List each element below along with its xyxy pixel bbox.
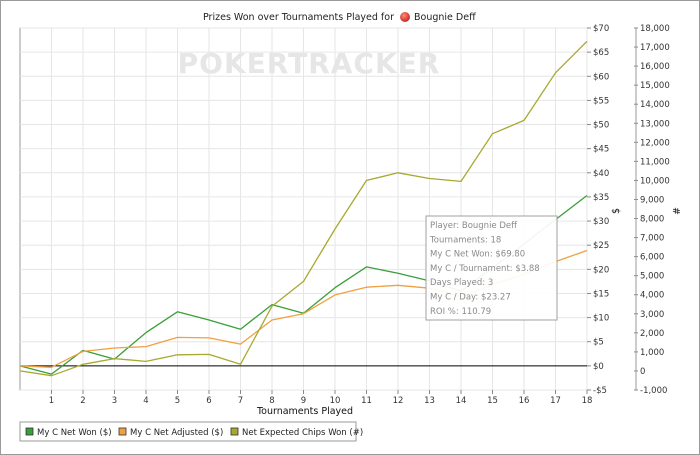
tooltip-box [425,215,558,321]
y-dollar-tick-label: $30 [593,217,609,227]
x-tick-label: 16 [519,396,530,406]
legend: My C Net Won ($) My C Net Adjusted ($) Net… [19,421,363,442]
x-tick-label: 10 [330,396,341,406]
grid-lines [20,27,588,391]
y-dollar-tick-label: $10 [593,314,609,324]
chart-title: Prizes Won over Tournaments Played for B… [203,12,476,23]
y-chips-tick-label: 13,000 [640,119,670,129]
y-chips-tick-label: 14,000 [640,100,670,110]
x-axis-title: Tournaments Played [256,406,353,417]
x-tick-label: 11 [361,396,372,406]
legend-swatch [25,427,34,436]
x-tick-label: 6 [206,396,211,406]
y-axis-dollar-title: $ [611,208,622,214]
y-dollar-tick-label: $70 [593,24,609,34]
y-chips-tick-label: -1,000 [640,386,667,396]
legend-label: My C Net Won ($) [37,428,112,438]
tooltip-line: Days Played: 3 [430,278,493,288]
y-chips-tick-label: 18,000 [640,24,670,34]
tooltip-line: Player: Bougnie Deff [430,221,518,231]
tooltip-line: My C / Tournament: $3.88 [430,264,540,274]
legend-box [19,421,357,442]
y-chips-tick-label: 0 [640,367,645,377]
data-tooltip: Player: Bougnie Deff Tournaments: 18 My C … [425,215,558,321]
y-chips-tick-label: 4,000 [640,291,664,301]
y-chips-tick-label: 9,000 [640,195,664,205]
y-dollar-tick-label: $25 [593,241,609,251]
y-chips-tick-label: 15,000 [640,81,670,91]
y-dollar-tick-label: $0 [593,362,604,372]
y-chips-tick-label: 2,000 [640,329,664,339]
y-dollar-tick-label: $65 [593,48,609,58]
x-tick-label: 9 [301,396,306,406]
y-chips-tick-label: 8,000 [640,215,664,225]
legend-swatch [230,427,239,436]
x-tick-label: 7 [238,396,243,406]
x-tick-label: 5 [175,396,180,406]
tooltip-line: My C / Day: $23.27 [430,293,511,303]
y-chips-tick-label: 16,000 [640,62,670,72]
x-tick-label: 3 [112,396,117,406]
y-chips-tick-label: 5,000 [640,272,664,282]
x-tick-label: 12 [393,396,404,406]
x-tick-label: 14 [456,396,467,406]
chart-title-text: Prizes Won over Tournaments Played for [203,12,394,23]
y-chips-tick-label: 6,000 [640,253,664,263]
y-axis-dollar-ticks: -$5 $0 $5 $10 $15 $20 $25 $30 $35 $40 $45 $50 $55 $60… [587,24,609,396]
tooltip-line: Tournaments: 18 [429,235,501,245]
y-chips-tick-label: 10,000 [640,176,670,186]
x-tick-label: 8 [269,396,274,406]
series-line-3 [19,40,588,377]
legend-label: My C Net Adjusted ($) [130,428,223,438]
y-dollar-tick-label: $20 [593,265,609,275]
x-axis-ticks: 1 2 3 4 5 6 7 8 9 10 11 12 13 14 15 16 17 18 [49,390,593,406]
x-tick-label: 1 [49,396,54,406]
y-chips-tick-label: 3,000 [640,310,664,320]
y-dollar-tick-label: -$5 [593,386,607,396]
y-axis-chips-ticks: -1,000 0 1,000 2,000 3,000 4,000 5,000 6,000 7,0… [634,24,670,396]
y-dollar-tick-label: $35 [593,193,609,203]
y-axis-chips-title: # [672,207,683,215]
y-chips-tick-label: 12,000 [640,138,670,148]
y-chips-tick-label: 1,000 [640,348,664,358]
y-dollar-tick-label: $55 [593,96,609,106]
x-tick-label: 13 [424,396,435,406]
legend-swatch [118,427,127,436]
tooltip-line: ROI %: 110.79 [430,307,491,317]
y-dollar-tick-label: $40 [593,169,609,179]
y-dollar-tick-label: $5 [593,338,604,348]
tooltip-line: My C Net Won: $69.80 [430,250,525,260]
x-tick-label: 15 [487,396,498,406]
poker-chip-icon [400,12,410,22]
x-tick-label: 2 [80,396,85,406]
y-dollar-tick-label: $45 [593,145,609,155]
player-name-text: Bougnie Deff [414,12,476,23]
x-tick-label: 18 [582,396,593,406]
legend-label: Net Expected Chips Won (#) [242,428,363,438]
y-chips-tick-label: 7,000 [640,234,664,244]
y-chips-tick-label: 17,000 [640,43,670,53]
y-chips-tick-label: 11,000 [640,157,670,167]
x-tick-label: 17 [550,396,561,406]
y-dollar-tick-label: $15 [593,289,609,299]
x-tick-label: 4 [143,396,148,406]
y-dollar-tick-label: $60 [593,72,609,82]
y-dollar-tick-label: $50 [593,121,609,131]
